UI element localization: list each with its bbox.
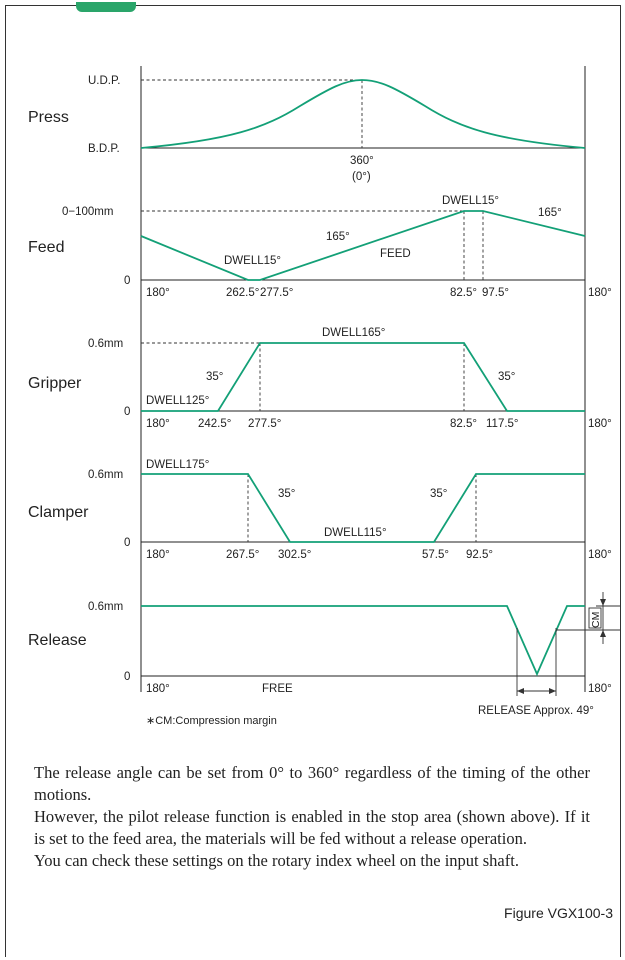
- gripper-242-label: 242.5°: [198, 418, 231, 430]
- clamper-dwell175-label: DWELL175°: [146, 459, 209, 471]
- press-udp-label: U.D.P.: [88, 75, 120, 87]
- press-section: Press U.D.P. B.D.P. 360° (0°): [28, 75, 586, 183]
- gripper-35b-label: 35°: [498, 371, 515, 383]
- release-180-label: 180°: [146, 683, 170, 695]
- clamper-180r-label: 180°: [588, 549, 612, 561]
- gripper-dwell165-label: DWELL165°: [322, 327, 385, 339]
- release-free-label: FREE: [262, 683, 293, 695]
- feed-180r-label: 180°: [588, 287, 612, 299]
- gripper-zero-label: 0: [124, 406, 130, 418]
- feed-165b-label: 165°: [538, 207, 562, 219]
- cm-arrow-top: [600, 599, 606, 606]
- clamper-180-label: 180°: [146, 549, 170, 561]
- release-mm-label: 0.6mm: [88, 601, 123, 613]
- feed-dwell2-label: DWELL15°: [442, 195, 499, 207]
- clamper-92-label: 92.5°: [466, 549, 493, 561]
- press-curve: [140, 79, 586, 149]
- release-approx-label: RELEASE Approx. 49°: [478, 705, 594, 717]
- clamper-zero-label: 0: [124, 537, 130, 549]
- description-text: The release angle can be set from 0° to …: [34, 762, 590, 872]
- gripper-mm-label: 0.6mm: [88, 338, 123, 350]
- press-bdp-label: B.D.P.: [88, 143, 120, 155]
- press-0-label: (0°): [352, 171, 371, 183]
- gripper-82-label: 82.5°: [450, 418, 477, 430]
- clamper-mm-label: 0.6mm: [88, 469, 123, 481]
- release-180r-label: 180°: [588, 683, 612, 695]
- description-paragraph-2: However, the pilot release function is e…: [34, 807, 590, 848]
- feed-curve: [140, 210, 586, 281]
- gripper-180-label: 180°: [146, 418, 170, 430]
- gripper-180r-label: 180°: [588, 418, 612, 430]
- feed-zero-label: 0: [124, 275, 130, 287]
- feed-180-label: 180°: [146, 287, 170, 299]
- release-section: Release 0.6mm 0 CM 180° FREE 180° RELEAS…: [28, 592, 620, 717]
- feed-label: Feed: [28, 239, 64, 256]
- cm-box: [588, 607, 602, 629]
- clamper-57-label: 57.5°: [422, 549, 449, 561]
- clamper-267-label: 267.5°: [226, 549, 259, 561]
- gripper-section: Gripper 0.6mm 0 DWELL125° DWELL165° 35° …: [28, 327, 612, 430]
- gripper-dwell125-label: DWELL125°: [146, 395, 209, 407]
- feed-82-label: 82.5°: [450, 287, 477, 299]
- feed-word-label: FEED: [380, 248, 411, 260]
- figure-caption: Figure VGX100-3: [504, 905, 613, 921]
- feed-dwell1-label: DWELL15°: [224, 255, 281, 267]
- description-paragraph-1: The release angle can be set from 0° to …: [34, 763, 590, 804]
- gripper-277-label: 277.5°: [248, 418, 281, 430]
- feed-277-label: 277.5°: [260, 287, 293, 299]
- cm-label: CM: [590, 612, 602, 628]
- description-paragraph-3: You can check these settings on the rota…: [34, 851, 519, 870]
- feed-range-label: 0−100mm: [62, 206, 113, 218]
- header-accent-bar: [76, 2, 136, 12]
- gripper-117-label: 117.5°: [486, 418, 519, 430]
- release-arrow-left-head: [517, 688, 524, 694]
- cm-arrow-bottom: [600, 630, 606, 637]
- release-curve: [141, 605, 585, 677]
- clamper-302-label: 302.5°: [278, 549, 311, 561]
- press-label: Press: [28, 109, 69, 126]
- gripper-label: Gripper: [28, 375, 82, 392]
- clamper-section: Clamper 0.6mm 0 DWELL175° DWELL115° 35° …: [28, 459, 612, 561]
- feed-97-label: 97.5°: [482, 287, 509, 299]
- gripper-35a-label: 35°: [206, 371, 223, 383]
- clamper-35b-label: 35°: [430, 488, 447, 500]
- feed-262-label: 262.5°: [226, 287, 259, 299]
- footnote: ∗CM:Compression margin: [146, 715, 277, 727]
- press-360-label: 360°: [350, 155, 374, 167]
- clamper-label: Clamper: [28, 504, 89, 521]
- clamper-curve: [141, 473, 585, 543]
- figure-frame: [5, 2, 621, 957]
- release-zero-label: 0: [124, 671, 130, 683]
- feed-section: Feed 0−100mm 0 DWELL15° DWELL15° 165° 16…: [28, 195, 612, 299]
- gripper-curve: [141, 342, 585, 412]
- clamper-dwell115-label: DWELL115°: [324, 527, 387, 539]
- clamper-35a-label: 35°: [278, 488, 295, 500]
- release-label: Release: [28, 632, 87, 649]
- feed-165a-label: 165°: [326, 231, 350, 243]
- release-arrow-right-head: [549, 688, 556, 694]
